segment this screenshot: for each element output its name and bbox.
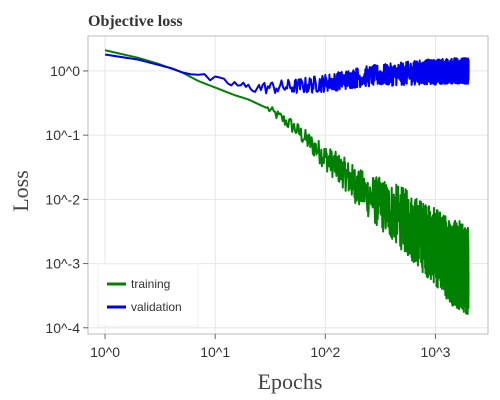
series-line-training — [104, 49, 470, 316]
x-tick-label: 10^3 — [420, 344, 450, 360]
y-tick-label: 10^-3 — [45, 256, 80, 272]
legend-box — [97, 263, 199, 327]
series-lines — [104, 49, 470, 316]
x-tick-label: 10^0 — [90, 344, 120, 360]
chart-title: Objective loss — [88, 13, 183, 30]
y-tick-label: 10^-4 — [45, 320, 80, 336]
plot-frame — [87, 35, 489, 335]
series-line-validation — [104, 53, 470, 95]
legend-label-training: training — [131, 277, 170, 291]
x-tick-label: 10^1 — [200, 344, 230, 360]
axis-ticks: 10^0 10^1 10^2 10^3 10^0 10^-1 10^-2 10^-3 10^-4 — [45, 63, 450, 360]
x-tick-label: 10^2 — [310, 344, 340, 360]
y-tick-label: 10^-1 — [45, 127, 80, 143]
legend-label-validation: validation — [131, 300, 182, 314]
x-axis-label: Epochs — [258, 369, 323, 394]
y-tick-label: 10^0 — [50, 63, 80, 79]
y-axis-label: Loss — [8, 170, 33, 212]
y-tick-label: 10^-2 — [45, 191, 80, 207]
legend: training validation — [97, 263, 199, 327]
